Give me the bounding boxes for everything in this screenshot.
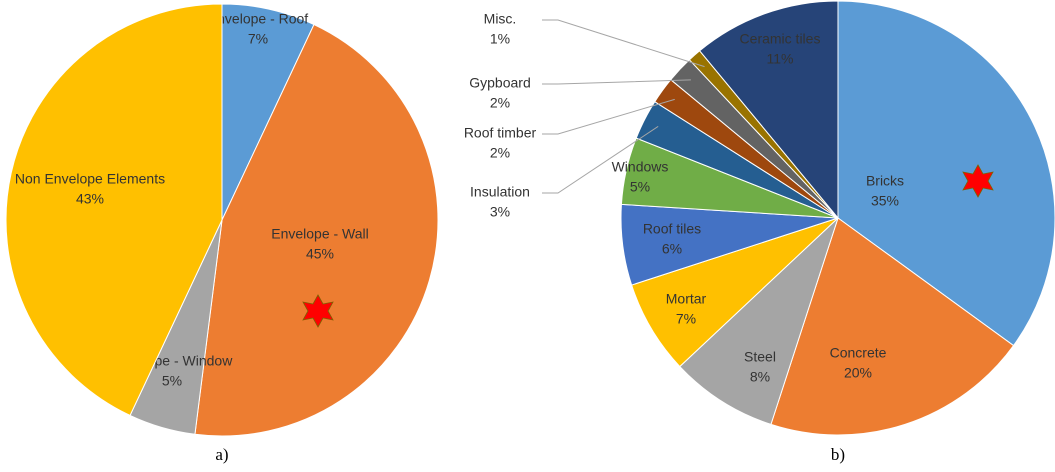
slice-label: Windows bbox=[612, 159, 669, 175]
value-label: 43% bbox=[76, 191, 104, 207]
value-label: 45% bbox=[306, 246, 334, 262]
value-label: 20% bbox=[844, 365, 872, 381]
pie-slice bbox=[194, 23, 439, 437]
leader-line bbox=[542, 19, 705, 68]
slice-label: Concrete bbox=[830, 345, 887, 361]
slice-label: Roof timber bbox=[464, 125, 537, 141]
value-label: 35% bbox=[871, 193, 899, 209]
star-marker bbox=[962, 164, 994, 198]
value-label: 2% bbox=[490, 145, 510, 161]
leader-line bbox=[542, 79, 691, 85]
slice-label: Steel bbox=[744, 349, 776, 365]
caption: b) bbox=[831, 445, 845, 464]
slice-label: Bricks bbox=[866, 173, 904, 189]
star-marker bbox=[302, 294, 334, 328]
slice-label: Mortar bbox=[666, 291, 707, 307]
slice-label: Roof tiles bbox=[643, 221, 701, 237]
value-label: 11% bbox=[767, 51, 794, 67]
pie-slice bbox=[679, 217, 839, 426]
pie-slice bbox=[837, 0, 1055, 347]
slice-label: Envelope - Roof bbox=[208, 11, 309, 27]
value-label: 5% bbox=[162, 373, 182, 389]
slice-label: Insulation bbox=[470, 184, 530, 200]
pie-slice bbox=[5, 3, 223, 417]
value-label: 1% bbox=[490, 31, 510, 47]
slice-label: Ceramic tiles bbox=[740, 31, 821, 47]
slice-label: Gypboard bbox=[469, 75, 530, 91]
leader-line bbox=[542, 98, 675, 135]
value-label: 6% bbox=[662, 241, 682, 257]
caption: a) bbox=[215, 445, 228, 464]
pie-slice bbox=[698, 0, 839, 220]
slice-label: Misc. bbox=[484, 11, 517, 27]
value-label: 3% bbox=[490, 204, 510, 220]
slice-label: Envelope - Wall bbox=[271, 226, 369, 242]
value-label: 7% bbox=[248, 31, 268, 47]
value-label: 2% bbox=[490, 95, 510, 111]
value-label: 5% bbox=[630, 179, 650, 195]
pie-slice bbox=[770, 217, 1015, 436]
value-label: 7% bbox=[676, 311, 696, 327]
slice-label: Non Envelope Elements bbox=[15, 171, 165, 187]
leader-line bbox=[542, 125, 659, 194]
value-label: 8% bbox=[750, 369, 770, 385]
